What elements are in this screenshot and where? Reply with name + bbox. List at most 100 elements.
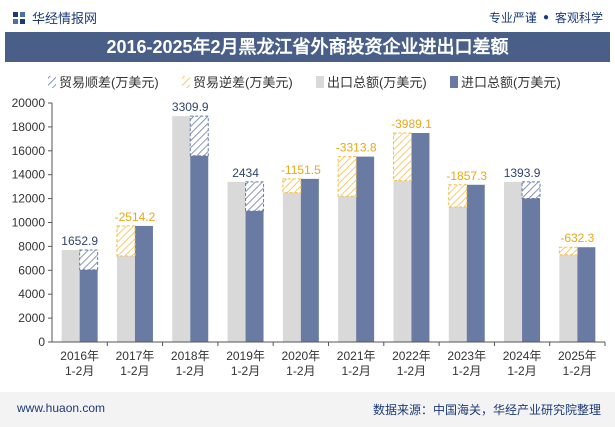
surplus-segment — [245, 181, 265, 212]
x-tick-label-line: 2016年 — [60, 349, 99, 363]
x-tick-label-line: 2025年 — [558, 349, 597, 363]
import-bar — [466, 184, 485, 342]
y-tick-label: 20000 — [12, 96, 46, 110]
x-tick-label: 2020年 1-2月 — [281, 349, 320, 378]
export-bar — [504, 181, 523, 342]
legend-surplus-label: 贸易顺差(万美元) — [59, 75, 159, 90]
bars: 1652.9 -2514.2 3309.9 2434 -1151.5 -3313.8 -39… — [61, 100, 596, 342]
import-bar — [190, 155, 209, 342]
slogan: 专业严谨 ● 客观科学 — [489, 9, 603, 26]
x-tick-label-line: 2024年 — [503, 349, 542, 363]
y-tick-label: 12000 — [12, 192, 46, 206]
export-bar — [448, 206, 467, 342]
balance-label: 3309.9 — [172, 100, 209, 114]
deficit-segment — [558, 246, 578, 256]
x-tick-label-line: 2020年 — [281, 349, 320, 363]
surplus-segment — [521, 181, 541, 200]
x-tick-label-line: 1-2月 — [65, 364, 94, 378]
legend-export-swatch — [316, 76, 324, 88]
export-bar — [116, 255, 135, 342]
y-tick-label: 14000 — [12, 168, 46, 182]
balance-label: 1393.9 — [504, 166, 541, 180]
footer-url[interactable]: www.huaon.com — [17, 401, 106, 415]
x-tick-label: 2018年 1-2月 — [171, 349, 210, 378]
import-bar — [134, 225, 153, 342]
legend-import-label: 进口总额(万美元) — [461, 75, 561, 90]
x-tick-label: 2019年 1-2月 — [226, 349, 265, 378]
axes: 0 2000 4000 6000 8000 10000 12000 14000 16000 180… — [12, 96, 606, 378]
x-tick-label-line: 2021年 — [337, 349, 376, 363]
x-tick-label-line: 1-2月 — [120, 364, 149, 378]
brand-name: 华经情报网 — [32, 11, 98, 26]
brand[interactable]: 华经情报网 — [12, 8, 97, 27]
x-tick-label-line: 1-2月 — [341, 364, 370, 378]
y-tick-label: 18000 — [12, 120, 46, 134]
y-tick-label: 8000 — [18, 239, 45, 253]
x-tick-label: 2016年 1-2月 — [60, 349, 99, 378]
x-tick-label: 2023年 1-2月 — [447, 349, 486, 378]
x-tick-label-line: 1-2月 — [231, 364, 260, 378]
x-tick-label-line: 1-2月 — [452, 364, 481, 378]
x-tick-label: 2021年 1-2月 — [337, 349, 376, 378]
legend-deficit-swatch — [182, 76, 190, 88]
x-tick-label-line: 2018年 — [171, 349, 210, 363]
slogan-left: 专业严谨 — [488, 11, 537, 25]
export-bar — [227, 181, 246, 342]
balance-label: -3313.8 — [336, 141, 377, 155]
top-bar: 华经情报网 专业严谨 ● 客观科学 — [0, 0, 615, 32]
import-bar — [411, 133, 430, 342]
x-tick-label-line: 2019年 — [226, 349, 265, 363]
import-bar — [522, 198, 541, 342]
y-tick-label: 0 — [38, 335, 45, 349]
x-tick-label-line: 1-2月 — [507, 364, 536, 378]
y-tick-label: 6000 — [18, 263, 45, 277]
chart: 贸易顺差(万美元) 贸易逆差(万美元) 出口总额(万美元) 进口总额(万美元) 165… — [12, 75, 606, 378]
x-tick-label: 2025年 1-2月 — [558, 349, 597, 378]
import-bar — [577, 247, 596, 342]
balance-label: -1151.5 — [281, 163, 321, 177]
slogan-dot-icon: ● — [542, 12, 549, 23]
legend-deficit: 贸易逆差(万美元) — [182, 75, 293, 90]
balance-label: 1652.9 — [61, 234, 98, 248]
export-bar — [61, 249, 80, 342]
x-tick-label-line: 1-2月 — [286, 364, 315, 378]
footer: www.huaon.com 数据来源：中国海关，华经产业研究院整理 — [0, 392, 615, 427]
import-bar — [245, 210, 264, 342]
huajing-logo-icon — [13, 11, 25, 24]
chart-title: 2016-2025年2月黑龙江省外商投资企业进出口差额 — [5, 32, 610, 62]
legend-export: 出口总额(万美元) — [316, 75, 427, 90]
balance-label: 2434 — [232, 166, 259, 180]
export-bar — [559, 254, 578, 342]
y-tick-label: 2000 — [18, 311, 45, 325]
legend-import: 进口总额(万美元) — [450, 75, 561, 90]
import-bar — [356, 156, 375, 342]
legend-deficit-label: 贸易逆差(万美元) — [193, 75, 293, 90]
deficit-segment — [448, 184, 468, 208]
export-bar — [172, 116, 191, 342]
legend-surplus-swatch — [48, 76, 56, 88]
data-source: 数据来源：中国海关，华经产业研究院整理 — [372, 403, 601, 417]
deficit-segment — [282, 178, 302, 194]
legend-surplus: 贸易顺差(万美元) — [48, 75, 159, 90]
balance-label: -2514.2 — [115, 210, 156, 224]
deficit-segment — [116, 225, 136, 257]
x-tick-label: 2024年 1-2月 — [503, 349, 542, 378]
balance-label: -1857.3 — [446, 169, 487, 183]
export-bar — [393, 180, 412, 342]
x-tick-label: 2017年 1-2月 — [116, 349, 155, 378]
import-bar — [300, 178, 319, 342]
balance-label: -632.3 — [560, 231, 594, 245]
balance-label: -3989.1 — [391, 117, 432, 131]
export-bar — [282, 192, 301, 342]
legend: 贸易顺差(万美元) 贸易逆差(万美元) 出口总额(万美元) 进口总额(万美元) — [48, 75, 561, 90]
x-tick-label-line: 2023年 — [447, 349, 486, 363]
y-tick-label: 4000 — [18, 287, 45, 301]
deficit-segment — [337, 156, 357, 197]
x-tick-label: 2022年 1-2月 — [392, 349, 431, 378]
legend-import-swatch — [450, 76, 458, 88]
surplus-segment — [189, 115, 209, 157]
x-tick-label-line: 2017年 — [116, 349, 155, 363]
legend-export-label: 出口总额(万美元) — [327, 75, 427, 90]
export-bar — [338, 196, 357, 342]
import-bar — [79, 269, 98, 342]
